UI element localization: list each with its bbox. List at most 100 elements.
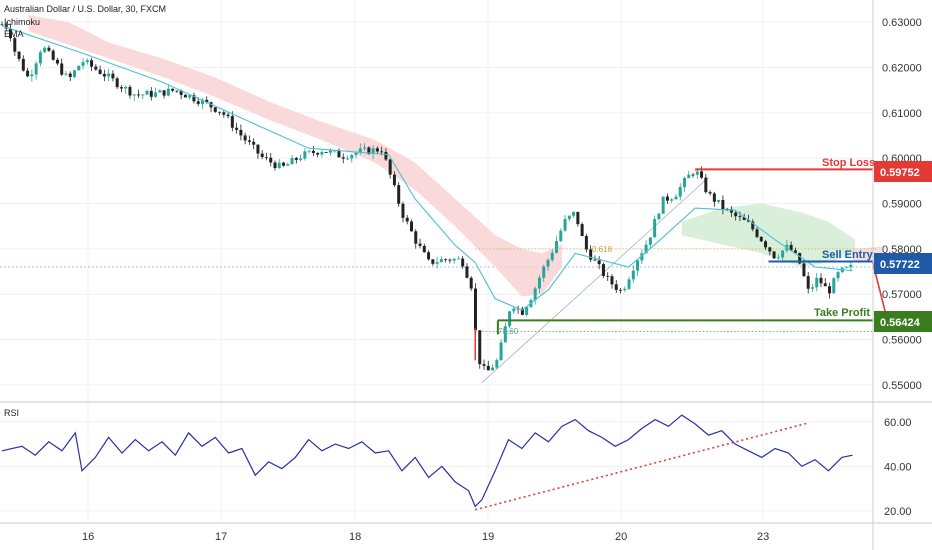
candle-body [768, 247, 772, 252]
candle-body [363, 147, 367, 149]
candle-body [418, 243, 422, 246]
candle-body [478, 330, 482, 365]
candle-body [43, 47, 47, 53]
candle-body [282, 162, 286, 166]
candle-body [695, 171, 699, 175]
candle-body [704, 177, 708, 193]
candle-body [235, 127, 239, 130]
price-tick-label: 0.63000 [882, 17, 922, 29]
rsi-axis: 60.00 40.00 20.00 [884, 417, 912, 518]
price-tick-label: 0.55000 [882, 380, 922, 392]
candle-body [644, 244, 648, 254]
indicator-ichimoku-label: Ichimoku [4, 17, 40, 27]
candle-body [828, 286, 832, 294]
candle-body [192, 95, 196, 102]
fib-786-label: 78.60 [498, 327, 519, 336]
candle-body [13, 38, 17, 52]
candle-body [154, 92, 158, 97]
candle-body [482, 364, 486, 366]
candle-body [486, 365, 490, 371]
candle-body [4, 24, 8, 29]
candle-body [367, 147, 371, 154]
candle-body [94, 66, 98, 70]
time-axis: 16 17 18 19 20 23 [82, 531, 769, 543]
candle-body [597, 260, 601, 265]
candle-body [136, 94, 140, 96]
candle-body [491, 367, 495, 371]
candle-body [145, 90, 149, 95]
candle-body [806, 276, 810, 289]
candle-body [183, 94, 187, 98]
candle-body [772, 251, 776, 259]
candle-body [580, 224, 584, 237]
candle-body [576, 211, 580, 225]
candle-body [188, 95, 192, 98]
candle-body [721, 199, 725, 210]
candle-body [205, 99, 209, 103]
candle-body [503, 326, 507, 343]
candle-body [90, 60, 94, 67]
candle-body [572, 211, 576, 216]
candle-body [128, 86, 132, 96]
candle-body [213, 107, 217, 112]
price-tick-label: 0.58000 [882, 244, 922, 256]
candle-body [166, 88, 170, 96]
sell-entry-price-tag [874, 253, 932, 274]
time-tick-label: 23 [757, 531, 769, 543]
fib-anchor-line [481, 177, 709, 383]
candle-body [55, 59, 59, 64]
candle-body [691, 174, 695, 176]
candle-body [119, 87, 123, 89]
candle-body [738, 216, 742, 218]
time-tick-label: 20 [615, 531, 627, 543]
candle-body [401, 203, 405, 218]
candle-body [823, 283, 827, 287]
candle-body [439, 259, 443, 263]
candle-body [700, 171, 704, 178]
candle-body [674, 196, 678, 200]
candle-body [422, 245, 426, 253]
indicator-ema-label: EMA [4, 29, 24, 39]
candle-body [81, 62, 85, 66]
fib-0618-label: 0.618 [592, 245, 613, 254]
candle-body [508, 311, 512, 327]
candle-body [742, 217, 746, 220]
candle-body [563, 218, 567, 231]
candle-body [384, 151, 388, 160]
candle-body [495, 360, 499, 368]
candle-body [260, 153, 264, 157]
candle-body [247, 140, 251, 142]
candle-body [601, 264, 605, 276]
candle-body [619, 289, 623, 291]
candle-body [179, 90, 183, 95]
trade-levels [474, 168, 892, 361]
candle-body [346, 158, 350, 160]
candle-body [610, 276, 614, 285]
rsi-panel [1, 414, 853, 511]
candle-body [311, 150, 315, 154]
candle-body [469, 277, 473, 289]
candle-body [111, 73, 115, 79]
candle-body [124, 86, 128, 89]
sell-entry-price: 0.57722 [880, 259, 920, 271]
candle-body [819, 277, 823, 284]
candle-body [294, 157, 298, 160]
candle-body [273, 162, 277, 169]
candle-body [115, 78, 119, 88]
candle-body [627, 279, 631, 289]
candle-body [687, 174, 691, 179]
ema-path [1, 25, 853, 311]
candle-body [682, 178, 686, 188]
candle-body [358, 148, 362, 153]
candle-body [149, 90, 153, 97]
candle-body [392, 174, 396, 186]
candle-body [665, 196, 669, 201]
candle-body [34, 63, 38, 75]
candle-body [307, 150, 311, 152]
candle-body [751, 221, 755, 230]
candle-body [299, 158, 303, 160]
candle-body [845, 266, 849, 268]
candle-body [836, 272, 840, 279]
candle-body [520, 308, 524, 315]
stop-loss-price: 0.59752 [880, 167, 920, 179]
